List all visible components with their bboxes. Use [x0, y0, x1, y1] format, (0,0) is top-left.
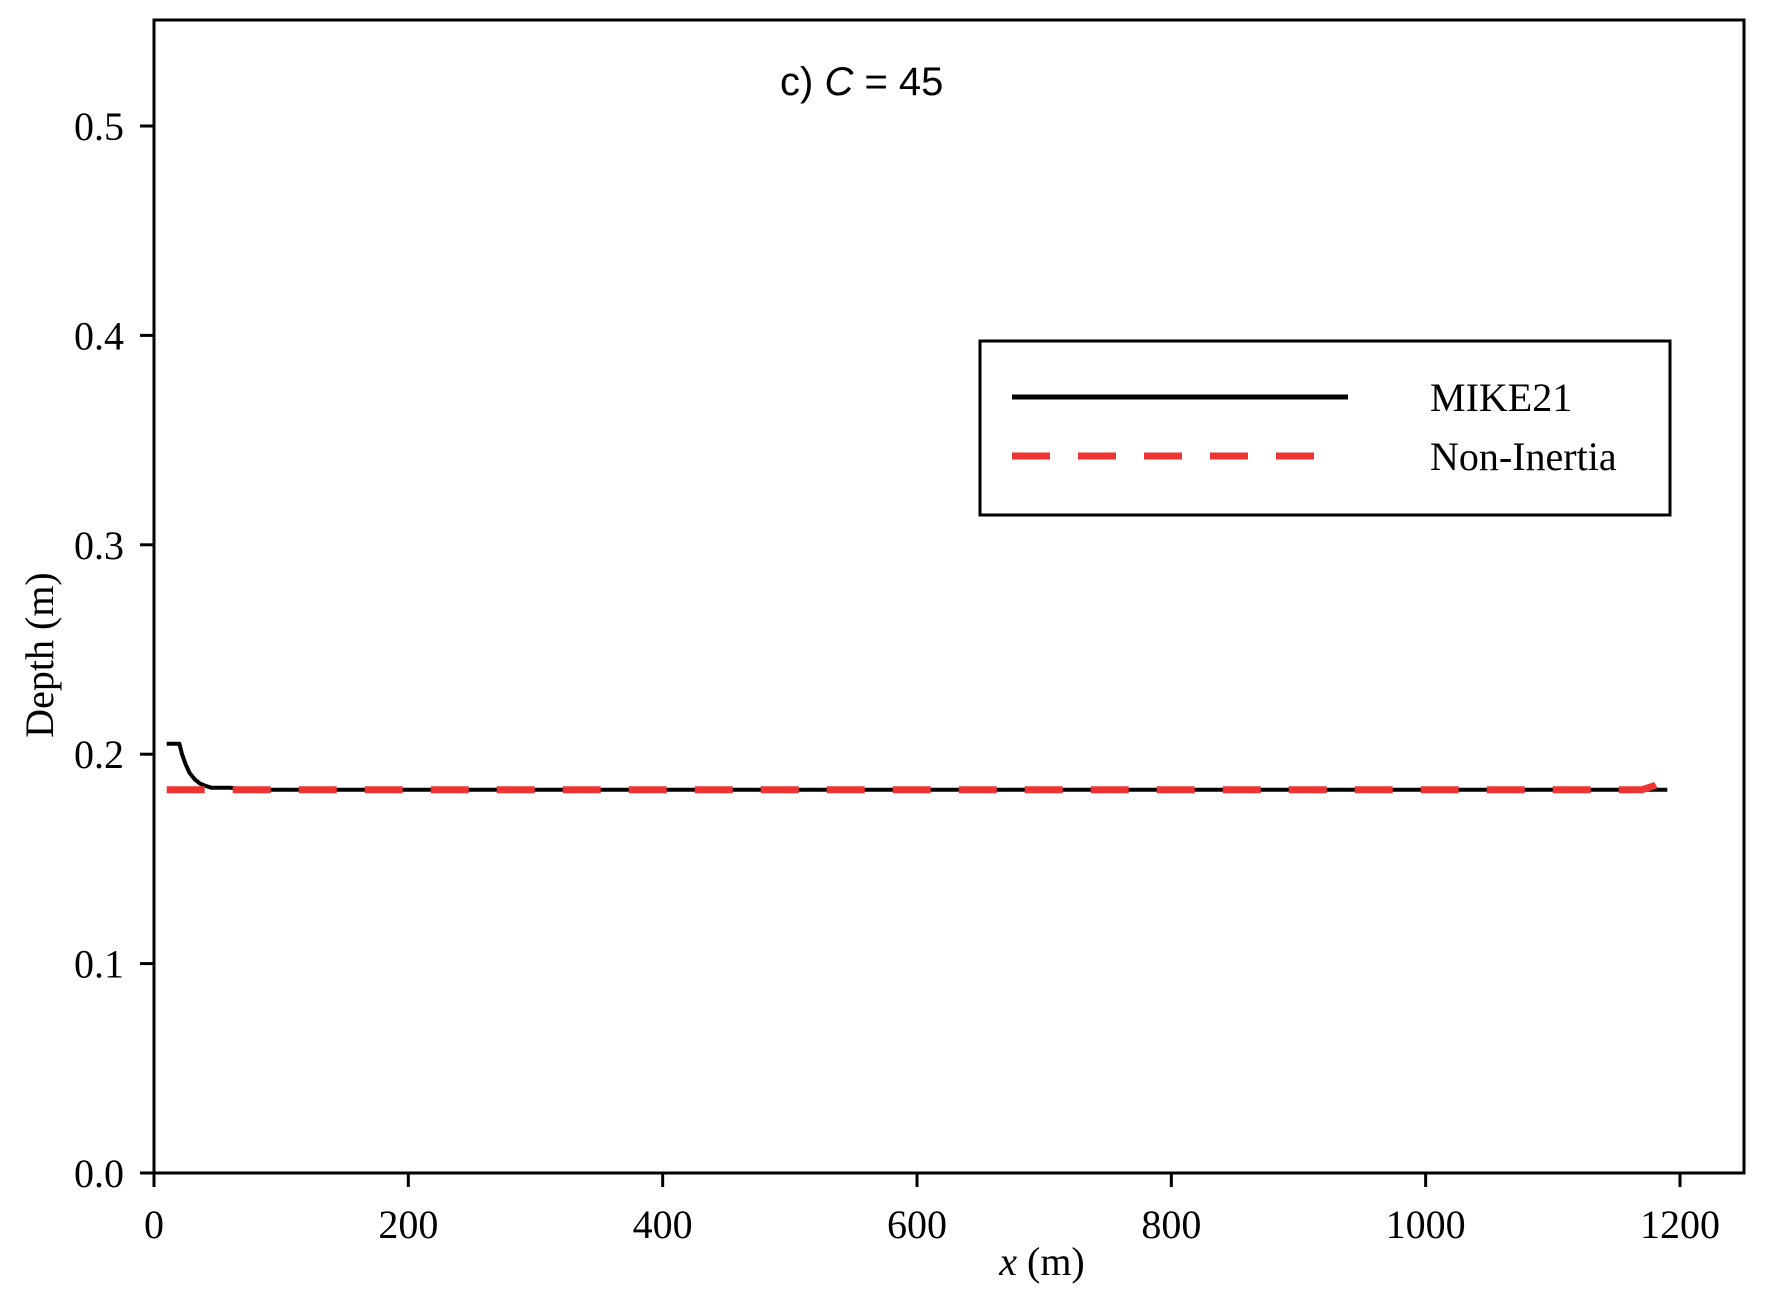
y-axis-ticks: 0.0 0.1 0.2 0.3 0.4 0.5: [74, 104, 154, 1196]
x-tick-label: 0: [144, 1202, 164, 1247]
x-axis-ticks: 0 200 400 600 800 1000 1200: [144, 1173, 1720, 1247]
x-tick-label: 600: [887, 1202, 947, 1247]
panel-label-variable: C: [824, 60, 854, 104]
series-layer: [166, 741, 1670, 794]
x-tick-label: 1200: [1640, 1202, 1720, 1247]
legend-label-non-inertia: Non-Inertia: [1430, 434, 1617, 479]
series-line-mike21: [166, 741, 1668, 792]
y-tick-label: 0.3: [74, 523, 124, 568]
x-axis-title-unit: (m): [1017, 1239, 1085, 1284]
y-tick-label: 0.5: [74, 104, 124, 149]
panel-label-suffix: = 45: [853, 60, 943, 104]
legend: MIKE21 Non-Inertia: [978, 339, 1672, 517]
y-axis-title: Depth (m): [17, 572, 62, 738]
x-tick-label: 400: [633, 1202, 693, 1247]
x-axis-title: x (m): [998, 1239, 1085, 1284]
x-axis-title-variable: x: [998, 1239, 1017, 1284]
legend-box: [978, 339, 1672, 517]
panel-label-prefix: c): [780, 60, 824, 104]
series-line-non-inertia: [166, 774, 1670, 794]
y-tick-label: 0.4: [74, 313, 124, 358]
legend-label-mike21: MIKE21: [1430, 375, 1572, 420]
x-tick-label: 800: [1141, 1202, 1201, 1247]
y-tick-label: 0.1: [74, 942, 124, 987]
y-tick-label: 0.0: [74, 1151, 124, 1196]
y-tick-label: 0.2: [74, 732, 124, 777]
x-tick-label: 200: [378, 1202, 438, 1247]
x-tick-label: 1000: [1386, 1202, 1466, 1247]
plot-frame: [152, 18, 1746, 1175]
panel-label: c) C = 45: [780, 60, 943, 104]
